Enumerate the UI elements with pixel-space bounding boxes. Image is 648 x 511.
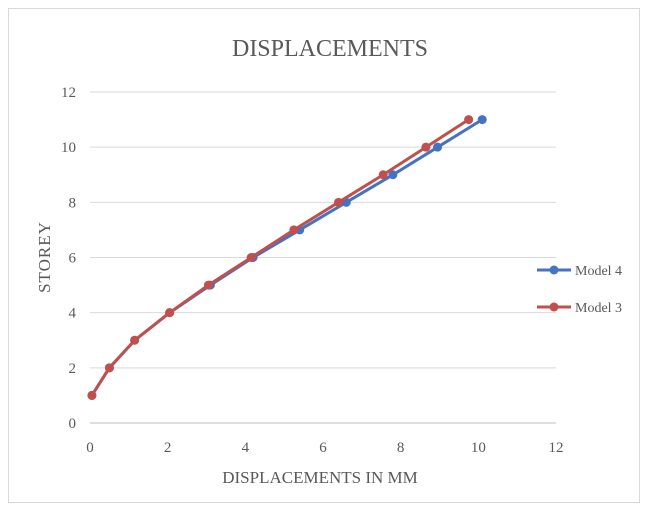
data-point-model-4: [477, 115, 487, 125]
x-tick-label: 2: [164, 440, 172, 456]
chart-frame: [8, 8, 640, 503]
series-model-3: [87, 115, 474, 400]
legend-marker: [549, 302, 559, 312]
x-tick-label: 4: [242, 440, 250, 456]
x-tick-label: 8: [397, 440, 405, 456]
data-point-model-4: [433, 142, 443, 152]
x-tick-label: 0: [86, 440, 94, 456]
data-point-model-3: [130, 335, 140, 345]
y-tick-label: 2: [69, 361, 77, 377]
chart-title: DISPLACEMENTS: [232, 36, 428, 62]
y-tick-label: 6: [69, 251, 77, 267]
gridlines: [90, 91, 556, 424]
x-tick-label: 10: [471, 440, 486, 456]
data-point-model-3: [421, 142, 431, 152]
data-point-model-3: [104, 363, 114, 373]
data-point-model-3: [246, 253, 256, 262]
y-axis-ticks: 0 2 4 6 8 10 12: [61, 85, 77, 432]
legend-marker: [549, 265, 559, 275]
y-tick-label: 8: [69, 195, 77, 211]
data-point-model-3: [464, 115, 474, 125]
x-tick-label: 12: [549, 440, 564, 456]
data-point-model-4: [388, 170, 398, 180]
data-point-model-3: [378, 170, 388, 180]
x-tick-label: 6: [319, 440, 327, 456]
data-point-model-3: [289, 225, 299, 235]
x-axis-title: DISPLACEMENTS IN MM: [222, 468, 418, 487]
y-tick-label: 12: [61, 85, 76, 101]
legend-label: Model 3: [575, 301, 622, 316]
data-point-model-3: [87, 390, 97, 400]
y-tick-label: 4: [69, 306, 77, 322]
data-point-model-3: [334, 197, 344, 207]
legend-label: Model 4: [575, 264, 622, 279]
legend: Model 4 Model 3: [537, 264, 622, 316]
data-point-model-3: [165, 308, 175, 318]
y-axis-title: STOREY: [35, 221, 54, 293]
y-tick-label: 0: [69, 416, 77, 432]
series-layer: [87, 115, 487, 400]
x-axis-ticks: 0 2 4 6 8 10 12: [86, 440, 563, 456]
y-tick-label: 10: [61, 140, 76, 156]
legend-item-model-4: Model 4: [537, 264, 622, 279]
legend-item-model-3: Model 3: [537, 301, 622, 316]
data-point-model-3: [203, 280, 213, 290]
